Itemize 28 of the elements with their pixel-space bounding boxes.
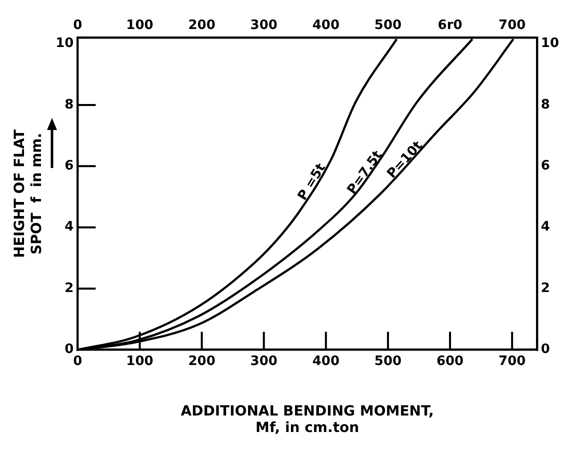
x-tick-label: 100 [126, 354, 154, 369]
x-axis-title: ADDITIONAL BENDING MOMENT, Mf, in cm.ton [180, 403, 434, 436]
x2-tick-label: 300 [250, 18, 278, 34]
y2-tick-label: 0 [540, 342, 550, 358]
y2-tick-label: 10 [540, 36, 560, 52]
x2-tick-label: 200 [188, 18, 216, 34]
y-tick-label: 6 [64, 158, 74, 174]
y-tick-label: 0 [64, 342, 74, 358]
x2-tick-label: 6r0 [438, 18, 462, 34]
y-tick-label: 2 [64, 280, 74, 296]
x-tick-label: 500 [374, 354, 402, 369]
y2-tick-label: 6 [540, 158, 550, 174]
y-tick-label: 8 [64, 97, 74, 112]
y-tick-label: 10 [56, 36, 74, 52]
x-tick-label: 300 [250, 354, 278, 369]
y-tick-label: 4 [64, 220, 74, 235]
y2-tick-label: 8 [540, 97, 550, 112]
y-axis-title: HEIGHT OF FLAT SPOT f in mm. [12, 129, 45, 258]
x-tick-label: 600 [436, 354, 464, 369]
x-tick-label: 700 [498, 354, 526, 369]
x2-tick-label: 500 [374, 18, 402, 34]
x-tick-label: 400 [312, 354, 340, 369]
x2-tick-label: 700 [498, 18, 526, 34]
x-tick-label: 200 [188, 354, 216, 369]
y2-tick-label: 4 [540, 220, 550, 235]
x2-tick-label: 400 [312, 18, 340, 34]
x2-tick-label: 100 [126, 18, 154, 34]
y2-tick-label: 2 [540, 280, 550, 296]
